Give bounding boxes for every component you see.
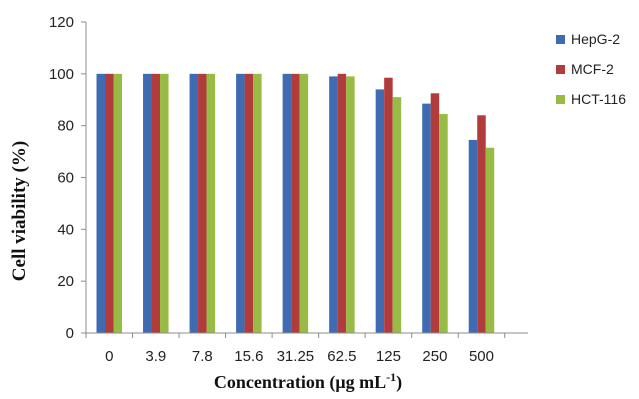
x-tick-label: 15.6 [234, 348, 263, 365]
bar-hepg-2-7-8 [189, 73, 199, 333]
x-tick-label: 62.5 [327, 348, 356, 365]
bar-hct-116-500 [485, 147, 495, 333]
y-tick-label: 40 [57, 221, 74, 238]
bar-hct-116-0 [113, 73, 123, 333]
x-tick-label: 125 [376, 348, 401, 365]
bar-mcf-2-7-8 [198, 73, 207, 333]
y-tick-label: 20 [57, 273, 74, 290]
x-axis-title-close: ) [396, 372, 402, 393]
legend-label: HepG-2 [571, 31, 620, 47]
x-tick-label: 7.8 [192, 348, 213, 365]
x-axis-title-superscript: -1 [386, 370, 396, 384]
bar-mcf-2-250 [430, 93, 440, 333]
bar-mcf-2-3-9 [151, 73, 161, 333]
bar-hepg-2-0 [96, 73, 106, 333]
legend-label: HCT-116 [571, 91, 626, 107]
x-tick-label: 3.9 [145, 348, 166, 365]
bar-hepg-2-62-5 [329, 76, 338, 334]
bar-mcf-2-500 [477, 115, 486, 333]
bar-mcf-2-31-25 [291, 73, 300, 333]
y-tick-label: 100 [49, 66, 74, 83]
legend-swatch [556, 65, 565, 74]
x-axis-title: Concentration (μg mL-1) [214, 370, 402, 393]
legend: HepG-2 MCF-2 HCT-116 [556, 31, 626, 107]
x-tick-label: 0 [105, 348, 113, 365]
bar-hepg-2-31-25 [282, 73, 292, 333]
bar-hepg-2-250 [422, 103, 431, 333]
y-tick-label: 80 [57, 118, 74, 135]
bar-hct-116-15-6 [253, 73, 262, 333]
x-axis-title-main: Concentration (μg mL [214, 372, 386, 393]
bar-hct-116-125 [392, 97, 402, 334]
x-tick-label: 31.25 [277, 348, 315, 365]
x-tick-label: 250 [422, 348, 447, 365]
bar-hepg-2-125 [375, 89, 385, 333]
bar-hepg-2-15-6 [236, 73, 245, 333]
x-tick-label: 500 [469, 348, 494, 365]
bar-hct-116-7-8 [206, 73, 216, 333]
legend-swatch [556, 35, 565, 44]
y-tick-label: 120 [49, 14, 74, 31]
y-ticks-layer: 0 20 40 60 80 100 120 [49, 14, 86, 342]
bar-hct-116-62-5 [346, 76, 355, 334]
y-tick-label: 60 [57, 170, 74, 187]
bar-mcf-2-125 [384, 77, 393, 334]
y-axis-title: Cell viability (%) [9, 141, 30, 281]
bar-hepg-2-3-9 [143, 73, 152, 333]
bar-hct-116-250 [439, 114, 448, 333]
bar-mcf-2-15-6 [244, 73, 254, 333]
legend-label: MCF-2 [571, 61, 614, 77]
bar-hepg-2-500 [468, 139, 478, 333]
bars-layer [96, 73, 495, 334]
bar-mcf-2-62-5 [337, 73, 347, 333]
y-tick-label: 0 [66, 325, 74, 342]
legend-swatch [556, 95, 565, 104]
x-ticks-layer: 0 3.9 7.8 15.6 31.25 62.5 125 250 500 [85, 333, 506, 365]
bar-hct-116-3-9 [160, 73, 169, 333]
bar-hct-116-31-25 [299, 73, 309, 333]
bar-mcf-2-0 [105, 73, 114, 333]
